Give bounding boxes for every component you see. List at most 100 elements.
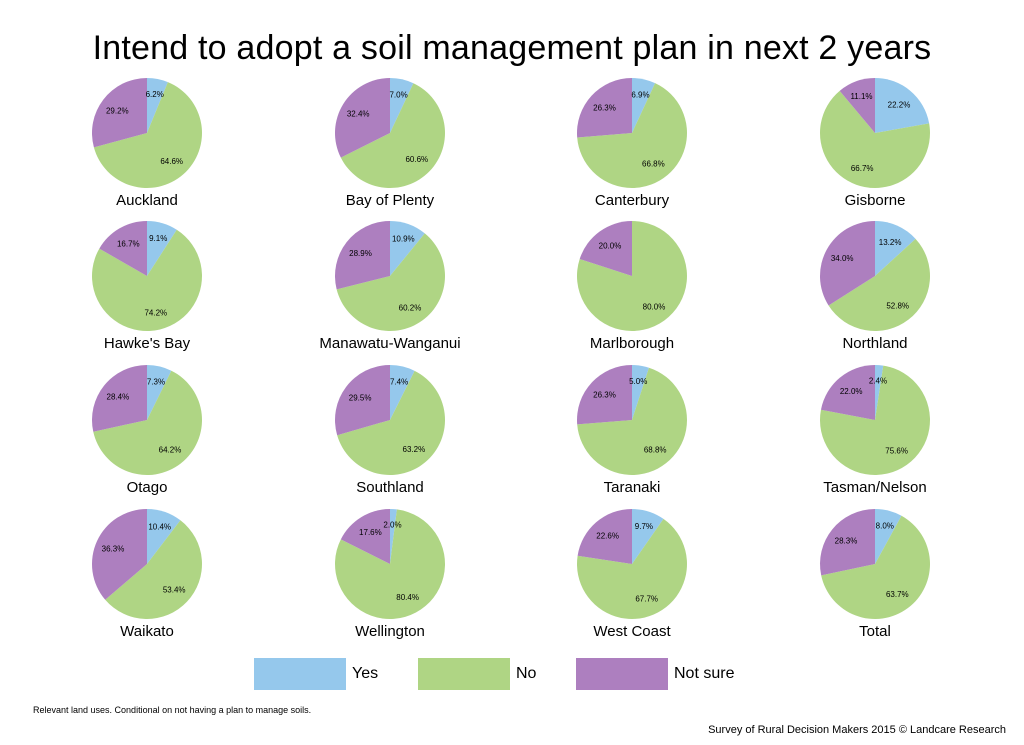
pie-slice-not-sure — [579, 221, 632, 276]
pie-slice-not-sure — [340, 509, 390, 564]
region-label: Gisborne — [845, 192, 906, 209]
region-label: Canterbury — [595, 192, 670, 209]
pie-slice-no — [336, 233, 445, 331]
pie-slice-yes — [147, 78, 168, 133]
pie-tasman-nelson: 2.4% 75.6% 22.0% Tasman/Nelson — [819, 365, 930, 496]
pie-total: 8.0% 63.7% 28.3% Total — [820, 509, 931, 640]
data-label-not-sure: 16.7% — [117, 240, 140, 249]
region-label: Taranaki — [604, 479, 661, 496]
data-label-yes: 7.0% — [389, 90, 407, 99]
pie-slice-no — [828, 238, 931, 332]
pie-slice-not-sure — [576, 77, 632, 138]
data-label-not-sure: 26.3% — [593, 391, 616, 400]
data-label-yes: 9.7% — [635, 522, 653, 531]
pie-slice-not-sure — [577, 365, 632, 425]
pie-slice-no — [819, 365, 930, 475]
data-label-yes: 2.4% — [869, 377, 887, 386]
data-label-not-sure: 17.6% — [359, 528, 382, 537]
region-label: Manawatu-Wanganui — [319, 335, 460, 352]
legend-label-not-sure: Not sure — [674, 665, 735, 682]
legend-swatch-yes — [254, 658, 346, 690]
data-label-yes: 5.0% — [629, 377, 647, 386]
data-label-no: 80.0% — [643, 302, 666, 311]
pie-slice-not-sure — [839, 78, 875, 133]
data-label-no: 68.8% — [644, 445, 667, 454]
data-label-no: 74.2% — [144, 308, 167, 317]
legend-label-no: No — [516, 665, 537, 682]
pie-slice-not-sure — [820, 509, 875, 576]
pie-waikato: 10.4% 53.4% 36.3% Waikato — [91, 509, 202, 640]
pie-slice-not-sure — [819, 221, 875, 306]
data-label-not-sure: 28.4% — [107, 393, 130, 402]
chart-title: Intend to adopt a soil management plan i… — [92, 29, 932, 67]
data-label-not-sure: 28.3% — [835, 536, 858, 545]
pie-slice-not-sure — [91, 365, 147, 432]
pie-slice-no — [576, 221, 687, 331]
region-label: Total — [859, 623, 891, 640]
pie-slice-not-sure — [820, 365, 875, 420]
data-label-no: 64.6% — [160, 157, 183, 166]
data-label-yes: 10.9% — [392, 235, 415, 244]
pie-slice-not-sure — [99, 221, 147, 276]
pie-taranaki: 5.0% 68.8% 26.3% Taranaki — [577, 365, 688, 496]
pie-southland: 7.4% 63.2% 29.5% Southland — [335, 365, 446, 496]
pie-gisborne: 22.2% 66.7% 11.1% Gisborne — [819, 78, 930, 209]
region-label: Bay of Plenty — [346, 192, 435, 209]
data-label-not-sure: 11.1% — [850, 92, 872, 101]
data-label-no: 60.6% — [405, 155, 428, 164]
region-label: Northland — [842, 335, 907, 352]
data-label-no: 63.2% — [403, 445, 426, 454]
pie-slice-no — [577, 83, 687, 189]
data-label-no: 66.7% — [851, 164, 874, 173]
pie-slice-no — [105, 520, 202, 619]
pie-slice-yes — [875, 221, 916, 276]
pie-auckland: 6.2% 64.6% 29.2% Auckland — [91, 78, 202, 209]
pie-otago: 7.3% 64.2% 28.4% Otago — [91, 365, 202, 496]
data-label-not-sure: 32.4% — [347, 109, 370, 118]
data-label-not-sure: 29.5% — [349, 394, 372, 403]
pie-slice-yes — [147, 509, 181, 564]
pie-slice-yes — [390, 77, 414, 133]
data-label-no: 75.6% — [885, 447, 908, 456]
data-label-no: 80.4% — [396, 593, 419, 602]
data-label-no: 63.7% — [886, 590, 909, 599]
region-label: Wellington — [355, 623, 425, 640]
pie-slice-yes — [147, 221, 177, 276]
pie-slice-no — [93, 370, 202, 476]
legend-label-yes: Yes — [352, 665, 379, 682]
pie-slice-yes — [390, 509, 397, 564]
legend: Yes No Not sure — [0, 658, 1024, 690]
pie-wellington: 2.0% 80.4% 17.6% Wellington — [335, 509, 446, 640]
pie-northland: 13.2% 52.8% 34.0% Northland — [819, 221, 931, 352]
region-label: Auckland — [116, 192, 178, 209]
pie-slice-yes — [875, 509, 902, 564]
data-label-yes: 9.1% — [149, 234, 167, 243]
region-label: Southland — [356, 479, 424, 496]
pie-slice-yes — [632, 509, 664, 564]
data-label-not-sure: 28.9% — [349, 249, 372, 258]
pie-slice-yes — [390, 221, 425, 276]
pie-manawatu-wanganui: 10.9% 60.2% 28.9% Manawatu-Wanganui — [319, 221, 461, 352]
data-label-not-sure: 26.3% — [593, 104, 616, 113]
data-label-yes: 13.2% — [879, 238, 902, 247]
data-label-yes: 7.4% — [390, 378, 408, 387]
region-label: Otago — [127, 479, 168, 496]
footnote: Relevant land uses. Conditional on not h… — [33, 705, 312, 715]
pie-slice-no — [821, 515, 931, 619]
pie-hawke-s-bay: 9.1% 74.2% 16.7% Hawke's Bay — [91, 221, 202, 352]
pie-slice-no — [340, 83, 445, 188]
credit-line: Survey of Rural Decision Makers 2015 © L… — [708, 724, 1006, 736]
pie-slice-not-sure — [91, 78, 147, 148]
region-label: Hawke's Bay — [104, 335, 191, 352]
region-label: Tasman/Nelson — [823, 479, 926, 496]
legend-swatch-not-sure — [576, 658, 668, 690]
pie-slice-no — [577, 367, 688, 476]
data-label-no: 64.2% — [159, 446, 182, 455]
pie-slice-not-sure — [91, 509, 147, 600]
data-label-not-sure: 34.0% — [831, 254, 854, 263]
pie-slice-yes — [390, 365, 415, 420]
data-label-no: 66.8% — [642, 160, 665, 169]
pie-slice-no — [91, 229, 202, 332]
pie-slice-not-sure — [335, 365, 390, 436]
data-label-not-sure: 29.2% — [106, 106, 129, 115]
